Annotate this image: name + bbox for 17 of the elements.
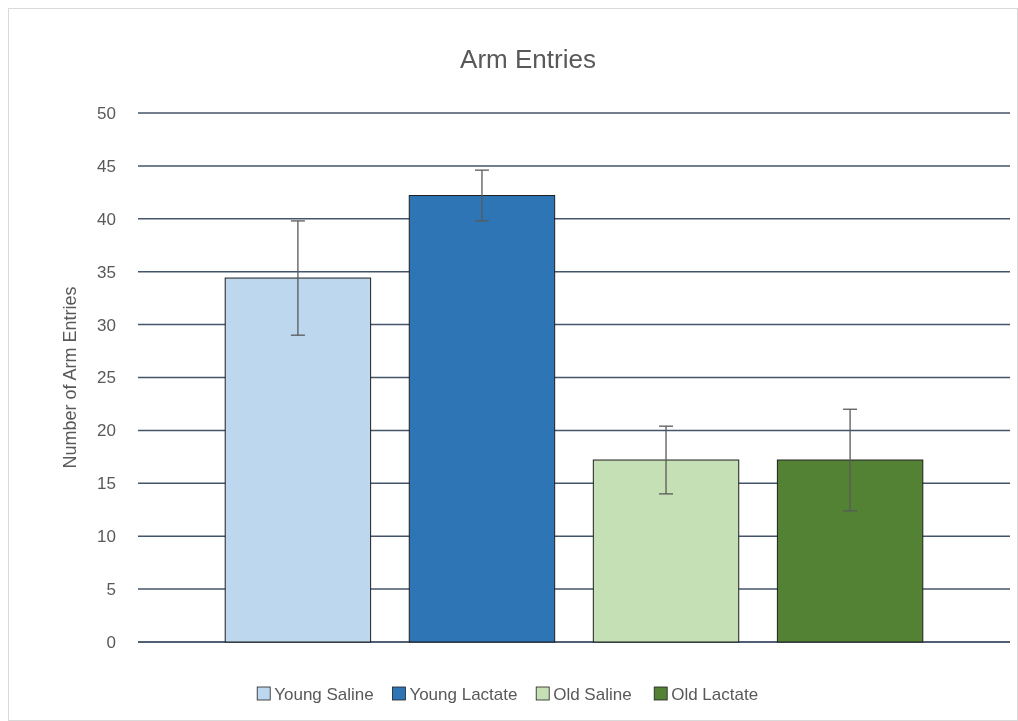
y-tick-label: 25 [97,368,116,388]
y-tick-label: 20 [97,421,116,441]
legend-label: Young Saline [274,684,374,704]
y-tick-label: 30 [97,315,116,335]
y-tick-label: 35 [97,262,116,282]
y-tick-label: 45 [97,156,116,176]
legend-label: Young Lactate [409,684,518,704]
y-axis-title: Number of Arm Entries [60,286,80,469]
legend-label: Old Lactate [671,684,759,704]
chart-title: Arm Entries [460,44,596,74]
y-tick-label: 0 [106,632,116,652]
y-tick-label: 10 [97,527,116,547]
y-tick-label: 50 [97,103,116,123]
y-tick-label: 15 [97,474,116,494]
y-tick-label: 40 [97,209,116,229]
legend-label: Old Saline [553,684,632,704]
y-tick-label: 5 [106,580,116,600]
